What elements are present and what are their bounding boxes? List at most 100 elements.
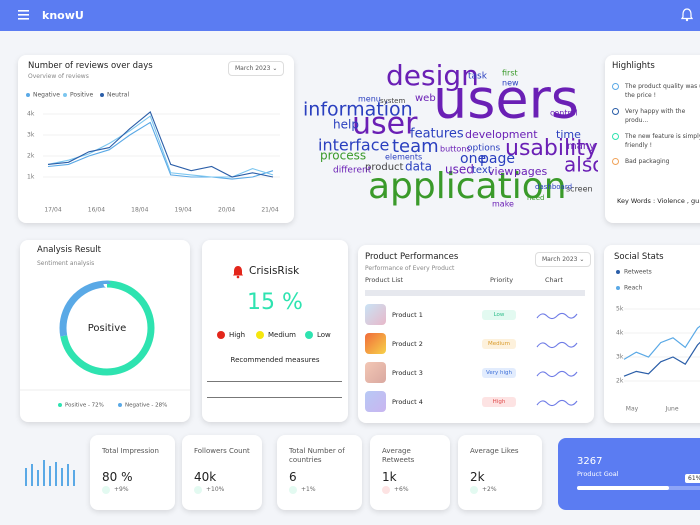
legend-label: Reach — [624, 285, 643, 292]
column-header: Chart — [545, 276, 563, 284]
cloud-word: make — [492, 200, 514, 209]
cloud-word: users — [433, 68, 579, 131]
stat-change: +10% — [206, 486, 225, 493]
cloud-word: design — [386, 59, 479, 92]
product-thumb — [365, 333, 386, 354]
cloud-word: also — [564, 153, 598, 177]
dropdown-label: March 2023 — [542, 256, 578, 263]
line-series — [47, 115, 274, 178]
stat-change: +6% — [394, 486, 409, 493]
x-tick-label: May — [626, 406, 639, 413]
dropdown-label: March 2023 — [235, 65, 271, 72]
cloud-word: many — [567, 141, 595, 152]
stat-card: Average Likes 2k +2% — [458, 435, 542, 510]
spark-line — [536, 312, 578, 320]
legend-label: Low — [317, 331, 331, 339]
stat-change: +9% — [114, 486, 129, 493]
stat-label: Total Number of countries — [289, 447, 345, 464]
highlight-text: Very happy with the produ... — [625, 108, 686, 124]
cloud-word: application — [368, 166, 567, 207]
header-bar — [365, 290, 585, 296]
crisis-title: CrisisRisk — [249, 265, 300, 277]
card-subtitle: Performance of Every Product — [365, 265, 455, 272]
product-thumb — [365, 362, 386, 383]
legend-dot — [305, 331, 313, 339]
cloud-word: used — [445, 163, 474, 177]
cloud-word: product — [365, 162, 404, 173]
cloud-word: need — [527, 194, 545, 202]
highlight-text: Bad packaging — [625, 158, 670, 165]
highlights-card: Highlights Key Words : Violence , gu... … — [605, 55, 700, 223]
legend-label: Negative - 28% — [125, 403, 167, 409]
stat-label: Total Impression — [102, 447, 159, 455]
card-title: Analysis Result — [37, 245, 101, 255]
legend-label: Retweets — [624, 269, 652, 276]
spark-line — [536, 341, 578, 349]
cloud-word: help — [333, 118, 359, 132]
bullet — [612, 133, 619, 140]
menu-icon[interactable] — [18, 10, 30, 20]
cloud-word: interface — [318, 136, 389, 155]
priority-pill: Medium — [482, 339, 516, 349]
cloud-word: data — [405, 160, 432, 174]
stat-label: Average Retweets — [382, 447, 415, 464]
stat-value: 40k — [194, 470, 217, 484]
cloud-word: control — [550, 109, 578, 118]
month-dropdown[interactable]: March 2023 ⌄ — [535, 252, 592, 267]
legend-dot — [217, 331, 225, 339]
spark-path — [536, 370, 578, 378]
y-tick-label: 3k — [616, 354, 624, 361]
card-title: Social Stats — [614, 252, 664, 262]
alarm-icon — [233, 266, 243, 279]
legend-label: Neutral — [107, 92, 129, 99]
stat-label: Average Likes — [470, 447, 519, 455]
cloud-word: web — [415, 93, 436, 104]
cloud-word: process — [320, 149, 366, 163]
cloud-word: buttons — [440, 145, 471, 154]
line-series — [47, 121, 274, 180]
bullet — [612, 83, 619, 90]
rule — [207, 397, 342, 398]
y-tick-label: 4k — [616, 330, 624, 337]
cloud-word: dashboard — [535, 183, 572, 191]
bell-icon[interactable] — [681, 8, 693, 22]
x-tick-label: 21/04 — [261, 207, 278, 214]
cloud-word: options — [467, 144, 500, 154]
legend-label: Negative — [33, 92, 60, 99]
legend-dot — [63, 93, 67, 97]
line-series — [623, 325, 700, 360]
legend-dot — [616, 270, 620, 274]
analysis-card: Analysis Result Sentiment analysis Posit… — [20, 240, 190, 422]
highlight-text: The new feature is simply... friendly ! — [625, 133, 700, 149]
cloud-word: time — [556, 128, 581, 141]
progress-track — [577, 486, 700, 490]
stat-card: Followers Count 40k +10% — [182, 435, 262, 510]
social-card: Social Stats Retweets Reach 2k 3k 4k 5k May Jun… — [604, 245, 700, 423]
y-tick-label: 1k — [27, 174, 35, 181]
legend-dot — [58, 403, 62, 407]
y-tick-label: 4k — [27, 111, 35, 118]
product-thumb — [365, 304, 386, 325]
cloud-word: menu — [358, 95, 381, 104]
crisis-card: CrisisRisk 15 % Recommended measures Hig… — [202, 240, 348, 422]
reviews-card: Number of reviews over days Overview of … — [18, 55, 294, 223]
stat-value: 6 — [289, 470, 297, 484]
cloud-word: information — [303, 99, 413, 121]
donut-segment — [59, 280, 155, 376]
x-tick-label: 19/04 — [175, 207, 192, 214]
legend-dot — [616, 286, 620, 290]
stat-change: +2% — [482, 486, 497, 493]
bullet — [612, 108, 619, 115]
product-card: Product Performances Performance of Ever… — [358, 245, 594, 423]
progress-label: 61% — [685, 474, 700, 483]
bullet — [612, 158, 619, 165]
priority-pill: Very high — [482, 368, 516, 378]
stat-card: Total Impression 80 % +9% — [90, 435, 175, 510]
y-tick-label: 3k — [27, 132, 35, 139]
cloud-word: development — [465, 128, 538, 141]
month-dropdown[interactable]: March 2023 ⌄ — [228, 61, 285, 76]
priority-pill: High — [482, 397, 516, 407]
priority-pill: Low — [482, 310, 516, 320]
